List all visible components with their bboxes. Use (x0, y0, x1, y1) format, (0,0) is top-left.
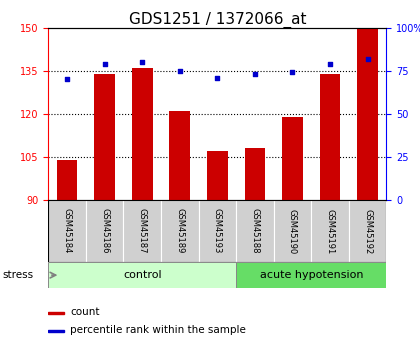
Point (327, 61, 333, 67)
Bar (94, 73, 115, 200)
Bar (282, 117, 303, 200)
Bar (48, 262, 236, 288)
Text: GSM45186: GSM45186 (100, 208, 109, 254)
Text: percentile rank within the sample: percentile rank within the sample (70, 325, 246, 335)
Bar (161, 200, 199, 262)
Bar (48, 312, 63, 314)
Text: GSM45191: GSM45191 (326, 208, 335, 254)
Bar (86, 200, 123, 262)
Bar (132, 68, 152, 200)
Bar (48, 200, 86, 262)
Bar (207, 151, 228, 200)
Text: stress: stress (2, 270, 33, 280)
Bar (349, 200, 386, 262)
Bar (274, 200, 311, 262)
Text: acute hypotension: acute hypotension (260, 270, 363, 280)
Bar (123, 200, 161, 262)
Text: GSM45190: GSM45190 (288, 208, 297, 254)
Title: GDS1251 / 1372066_at: GDS1251 / 1372066_at (129, 11, 306, 28)
Bar (357, 28, 378, 200)
Text: GSM45192: GSM45192 (363, 208, 372, 254)
Bar (320, 73, 340, 200)
Text: control: control (123, 270, 162, 280)
Text: GSM45188: GSM45188 (250, 208, 260, 254)
Point (139, 59, 146, 65)
Bar (244, 148, 265, 200)
Bar (199, 200, 236, 262)
Bar (236, 262, 386, 288)
Point (252, 71, 258, 77)
Text: GSM45193: GSM45193 (213, 208, 222, 254)
Text: GSM45187: GSM45187 (138, 208, 147, 254)
Bar (57, 160, 77, 200)
Text: GSM45184: GSM45184 (63, 208, 71, 254)
Bar (48, 329, 63, 332)
Bar (311, 200, 349, 262)
Bar (169, 111, 190, 200)
Point (289, 70, 296, 75)
Point (101, 61, 108, 67)
Text: GSM45189: GSM45189 (175, 208, 184, 254)
Point (176, 68, 183, 73)
Bar (236, 200, 274, 262)
Point (64, 77, 71, 82)
Text: count: count (70, 307, 100, 317)
Point (364, 56, 371, 61)
Point (214, 75, 221, 80)
